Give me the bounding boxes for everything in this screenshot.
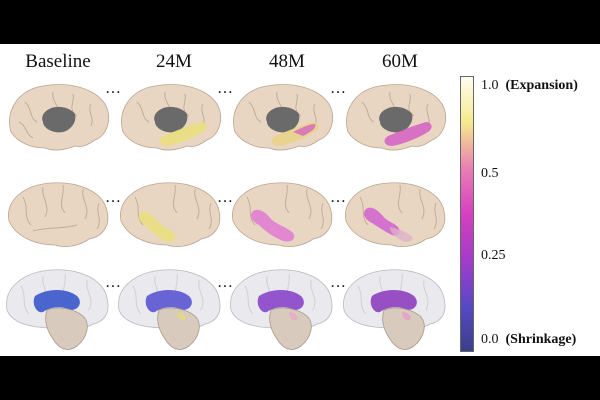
colorbar-tick-0: 0.0 (Shrinkage) xyxy=(481,332,576,348)
separator-dots: … xyxy=(217,189,234,206)
highlight-region xyxy=(257,290,304,313)
separator-dots: … xyxy=(330,189,347,206)
col-title-24m: 24M xyxy=(156,51,192,72)
highlight-region xyxy=(145,290,192,313)
highlight-region xyxy=(33,290,80,313)
brain-medial-60m xyxy=(346,84,446,151)
colorbar-tick-annotation: (Expansion) xyxy=(505,78,578,93)
separator-dots: … xyxy=(105,274,122,291)
brain-lateral-60m xyxy=(345,182,446,247)
separator-dots: … xyxy=(105,80,122,97)
figure-panel: Baseline 24M 48M 60M … … … … … … … … … xyxy=(0,44,600,356)
colorbar-tick-1: 1.0 (Expansion) xyxy=(481,78,578,94)
separator-dots: … xyxy=(330,80,347,97)
colorbar-tick-0-5: 0.5 xyxy=(481,166,499,182)
brain-lateral-baseline xyxy=(8,182,109,247)
brain-lateral-24m xyxy=(120,182,221,247)
separator-dots: … xyxy=(330,274,347,291)
brain-lateral-48m xyxy=(232,182,333,247)
highlight-region xyxy=(138,211,176,242)
brain-subcortical-24m xyxy=(118,269,221,350)
brain-medial-baseline xyxy=(9,84,109,151)
brain-medial-24m xyxy=(121,84,221,151)
colorbar-tick-value: 0.0 xyxy=(481,332,499,347)
separator-dots: … xyxy=(217,80,234,97)
separator-dots: … xyxy=(105,189,122,206)
col-title-60m: 60M xyxy=(382,51,418,72)
colorbar xyxy=(460,76,474,352)
colorbar-tick-value: 0.25 xyxy=(481,248,506,263)
highlight-region xyxy=(251,209,295,242)
highlight-region xyxy=(370,290,417,313)
brain-subcortical-48m xyxy=(230,269,333,350)
colorbar-tick-value: 1.0 xyxy=(481,78,499,93)
brain-medial-48m xyxy=(233,84,333,151)
col-title-48m: 48M xyxy=(269,51,305,72)
col-title-baseline: Baseline xyxy=(25,51,91,72)
highlight-region xyxy=(384,122,432,146)
brain-subcortical-baseline xyxy=(6,269,109,350)
colorbar-tick-value: 0.5 xyxy=(481,166,499,181)
colorbar-tick-annotation: (Shrinkage) xyxy=(505,332,577,347)
colorbar-tick-0-25: 0.25 xyxy=(481,248,506,264)
separator-dots: … xyxy=(217,274,234,291)
highlight-region xyxy=(159,122,207,146)
brain-subcortical-60m xyxy=(343,269,446,350)
